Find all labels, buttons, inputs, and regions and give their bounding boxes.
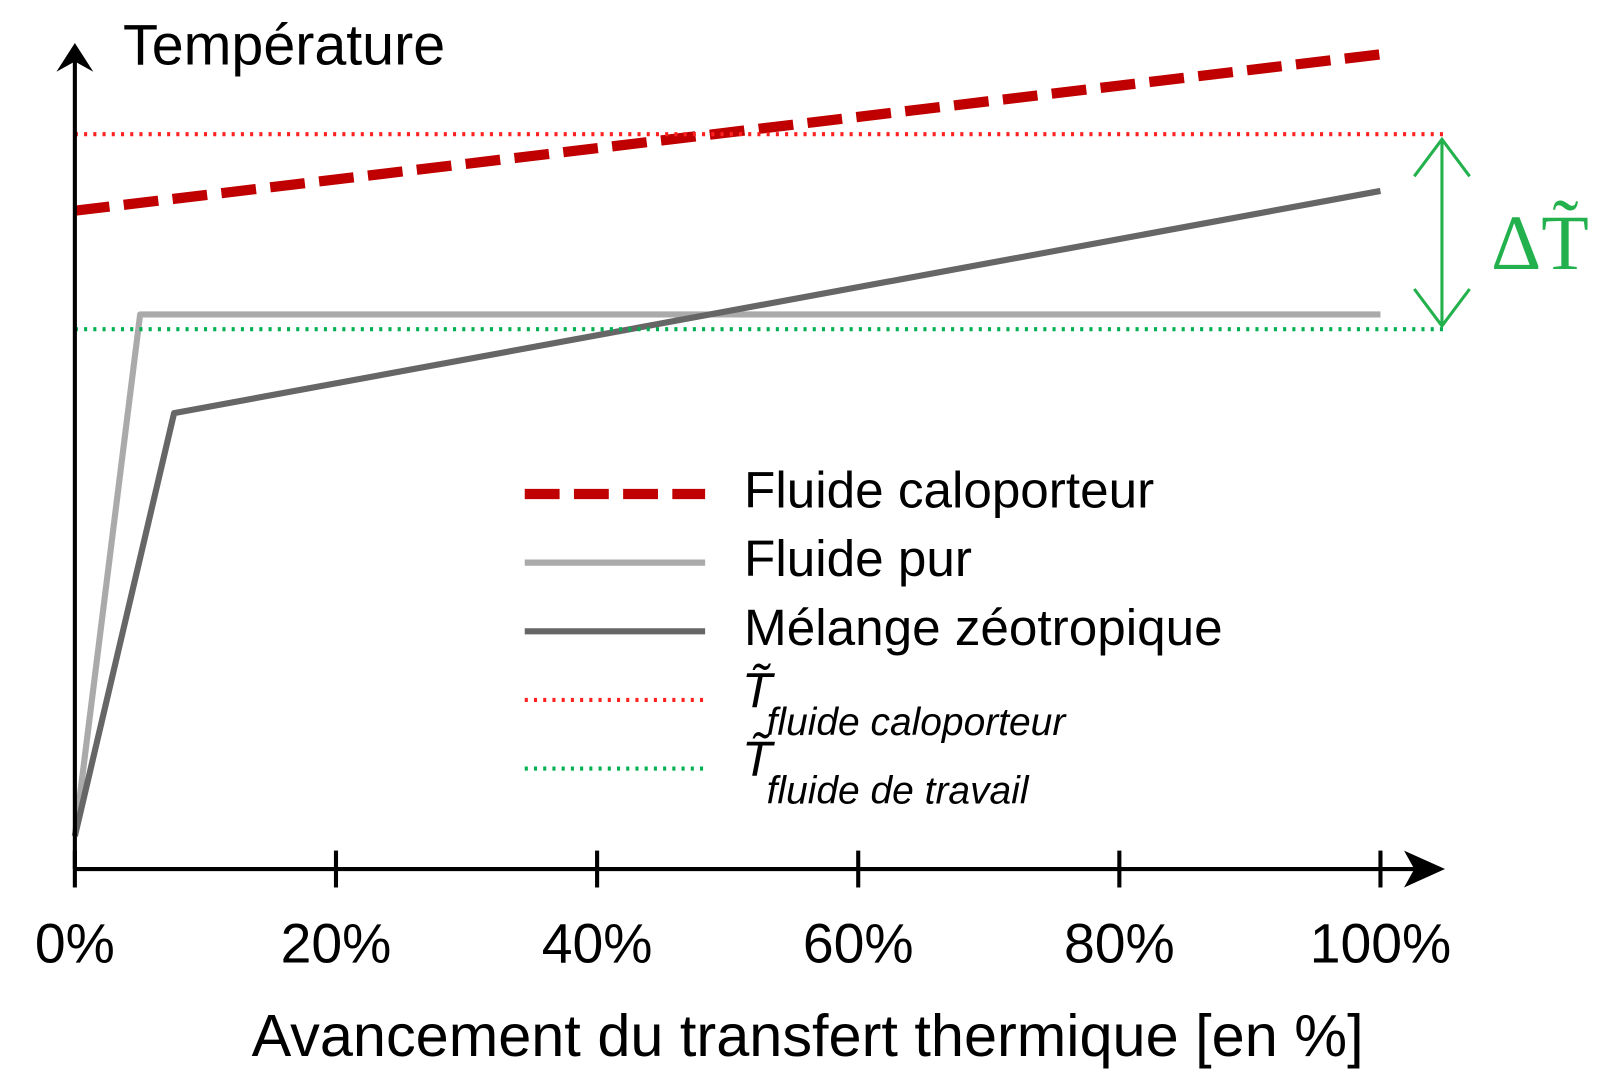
- x-axis-label: Avancement du transfert thermique [en %]: [252, 1002, 1364, 1069]
- annotation: ΔT̃: [1491, 200, 1589, 286]
- y-axis-label: Température: [123, 13, 445, 77]
- y-arrow: [56, 43, 94, 72]
- legend-label-sub: fluide de travail: [767, 769, 1030, 812]
- x-tick-label: 60%: [803, 913, 914, 975]
- series-line: [74, 49, 1382, 216]
- legend-label: Fluide pur: [744, 530, 972, 587]
- legend-label: Mélange zéotropique: [744, 599, 1223, 656]
- x-tick-label: 100%: [1310, 913, 1452, 975]
- x-tick-label: 40%: [542, 913, 653, 975]
- legend-label: T̃: [742, 662, 775, 718]
- x-arrow: [1404, 850, 1446, 888]
- plot: [71, 49, 1446, 837]
- x-tick-label: 80%: [1064, 913, 1175, 975]
- x-tick-label: 0%: [35, 913, 115, 975]
- delta-arrow: [1413, 136, 1471, 329]
- legend-label-sub: fluide caloporteur: [767, 701, 1068, 744]
- legend-label: T̃: [742, 730, 775, 786]
- series-line: [71, 311, 1381, 837]
- x-tick-label: 20%: [281, 913, 392, 975]
- series-line: [71, 187, 1382, 837]
- legend-label: Fluide caloporteur: [744, 461, 1154, 518]
